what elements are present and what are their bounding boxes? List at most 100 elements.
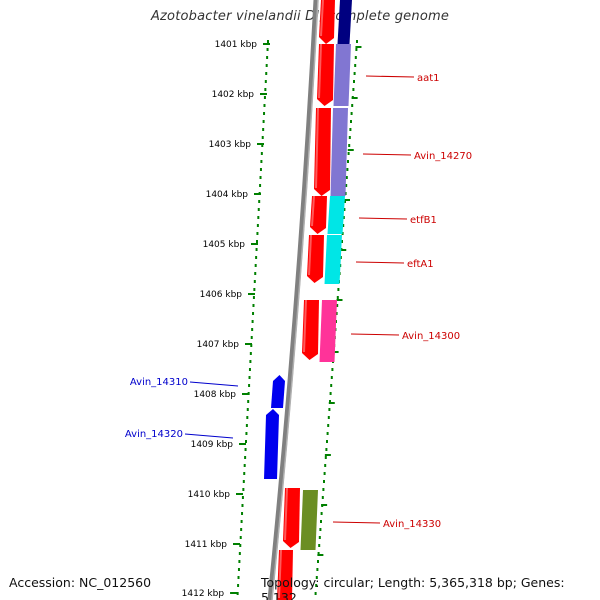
scale-dot — [253, 280, 256, 283]
cds-feature — [307, 235, 324, 283]
scale-tick — [260, 93, 267, 95]
cds-feature — [310, 196, 327, 234]
scale-dot — [237, 576, 240, 579]
outer-track-tick — [328, 402, 335, 404]
outer-track-dot — [314, 592, 317, 595]
outer-track-dot — [331, 368, 334, 371]
outer-track-dot — [344, 200, 346, 203]
scale-dot — [263, 96, 266, 99]
outer-track-dot — [354, 64, 357, 67]
scale-dot — [242, 488, 245, 491]
scale-dot — [255, 256, 258, 259]
outer-track-dot — [326, 440, 328, 443]
outer-track-dot — [317, 552, 320, 555]
scale-dot — [237, 568, 240, 571]
outer-track-dot — [320, 512, 323, 515]
scale-dot — [237, 584, 240, 587]
label-leader-line — [355, 261, 405, 264]
label-leader-line — [332, 521, 381, 524]
scale-dot — [248, 376, 251, 379]
gene-label: Avin_14300 — [402, 331, 460, 342]
scale-dot — [264, 88, 267, 91]
scale-dot — [246, 416, 249, 419]
outer-track-dot — [335, 312, 338, 315]
genome-backbone — [267, 0, 319, 600]
scale-label: 1410 kbp — [188, 490, 231, 500]
scale-dot — [251, 328, 254, 331]
outer-track-tick — [344, 199, 350, 201]
cds-feature-shade — [318, 44, 322, 98]
gene-feature — [300, 490, 318, 550]
cds-feature — [319, 0, 335, 44]
scale-tick — [257, 143, 264, 145]
kbp-scale: 1401 kbp 1402 kbp 1403 kbp 1404 kbp 1405 kbp… — [182, 40, 362, 599]
outer-track-dot — [327, 416, 330, 419]
outer-track-dot — [324, 464, 327, 467]
gene-features — [264, 0, 352, 600]
outer-track-dot — [315, 584, 318, 587]
scale-dot — [261, 144, 264, 147]
outer-track-dot — [318, 536, 321, 539]
scale-dot — [259, 176, 262, 179]
scale-dot — [249, 360, 252, 363]
scale-tick — [251, 243, 258, 245]
gene-label: Avin_14320 — [125, 429, 183, 440]
scale-dot — [256, 232, 259, 235]
scale-label: 1405 kbp — [203, 240, 246, 250]
outer-track-dot — [354, 56, 357, 59]
gene-feature — [333, 44, 351, 106]
label-leader-line — [365, 75, 415, 78]
scale-label: 1412 kbp — [182, 589, 225, 599]
map-title: Azotobacter vinelandii DJ, complete geno… — [150, 9, 450, 24]
scale-dot — [254, 272, 257, 275]
scale-label: 1406 kbp — [200, 290, 243, 300]
scale-label: 1408 kbp — [194, 390, 237, 400]
outer-track-dot — [325, 448, 328, 451]
scale-label: 1402 kbp — [212, 90, 255, 100]
scale-tick — [233, 543, 240, 545]
outer-track-tick — [317, 554, 324, 556]
outer-track-tick — [355, 46, 362, 48]
scale-dot — [252, 296, 255, 299]
cds-feature — [314, 108, 331, 196]
outer-track-dot — [324, 456, 327, 459]
outer-track-dot — [326, 432, 329, 435]
scale-dot — [241, 504, 244, 507]
cds-feature-shade — [311, 196, 315, 226]
scale-tick — [236, 493, 243, 495]
outer-track-dot — [320, 520, 322, 523]
outer-track-dot — [346, 168, 349, 171]
scale-dot — [258, 200, 261, 203]
outer-track-dot — [353, 72, 356, 75]
scale-dot — [247, 400, 250, 403]
gene-labels: aat1 Avin_14270 etfB1 eftA1 Avin_14300 Avin_1… — [125, 73, 472, 530]
scale-dot — [265, 72, 268, 75]
gene-feature — [327, 196, 345, 234]
gene-label: Avin_14330 — [383, 519, 441, 530]
scale-label: 1403 kbp — [209, 140, 252, 150]
scale-dot — [238, 552, 241, 555]
scale-dot — [241, 496, 244, 499]
scale-dot — [252, 304, 255, 307]
label-leader-line — [350, 333, 400, 336]
outer-track-dot — [322, 488, 325, 491]
scale-dot — [262, 120, 265, 123]
scale-dot — [263, 112, 266, 115]
outer-track-dot — [328, 408, 331, 411]
cds-feature-shade — [278, 550, 282, 598]
outer-track-dot — [350, 112, 353, 115]
cds-feature-shade — [284, 488, 288, 540]
scale-dot — [250, 344, 253, 347]
scale-dot — [257, 208, 260, 211]
outer-track-tick — [347, 149, 354, 151]
outer-track-tick — [336, 299, 343, 301]
outer-track-dot — [336, 296, 339, 299]
gene-feature — [324, 235, 342, 284]
outer-track-dot — [345, 176, 348, 179]
scale-dot — [239, 544, 242, 547]
outer-track-dot — [351, 104, 354, 107]
scale-dot — [240, 528, 243, 531]
scale-dot — [243, 464, 246, 467]
gene-feature — [337, 0, 352, 44]
